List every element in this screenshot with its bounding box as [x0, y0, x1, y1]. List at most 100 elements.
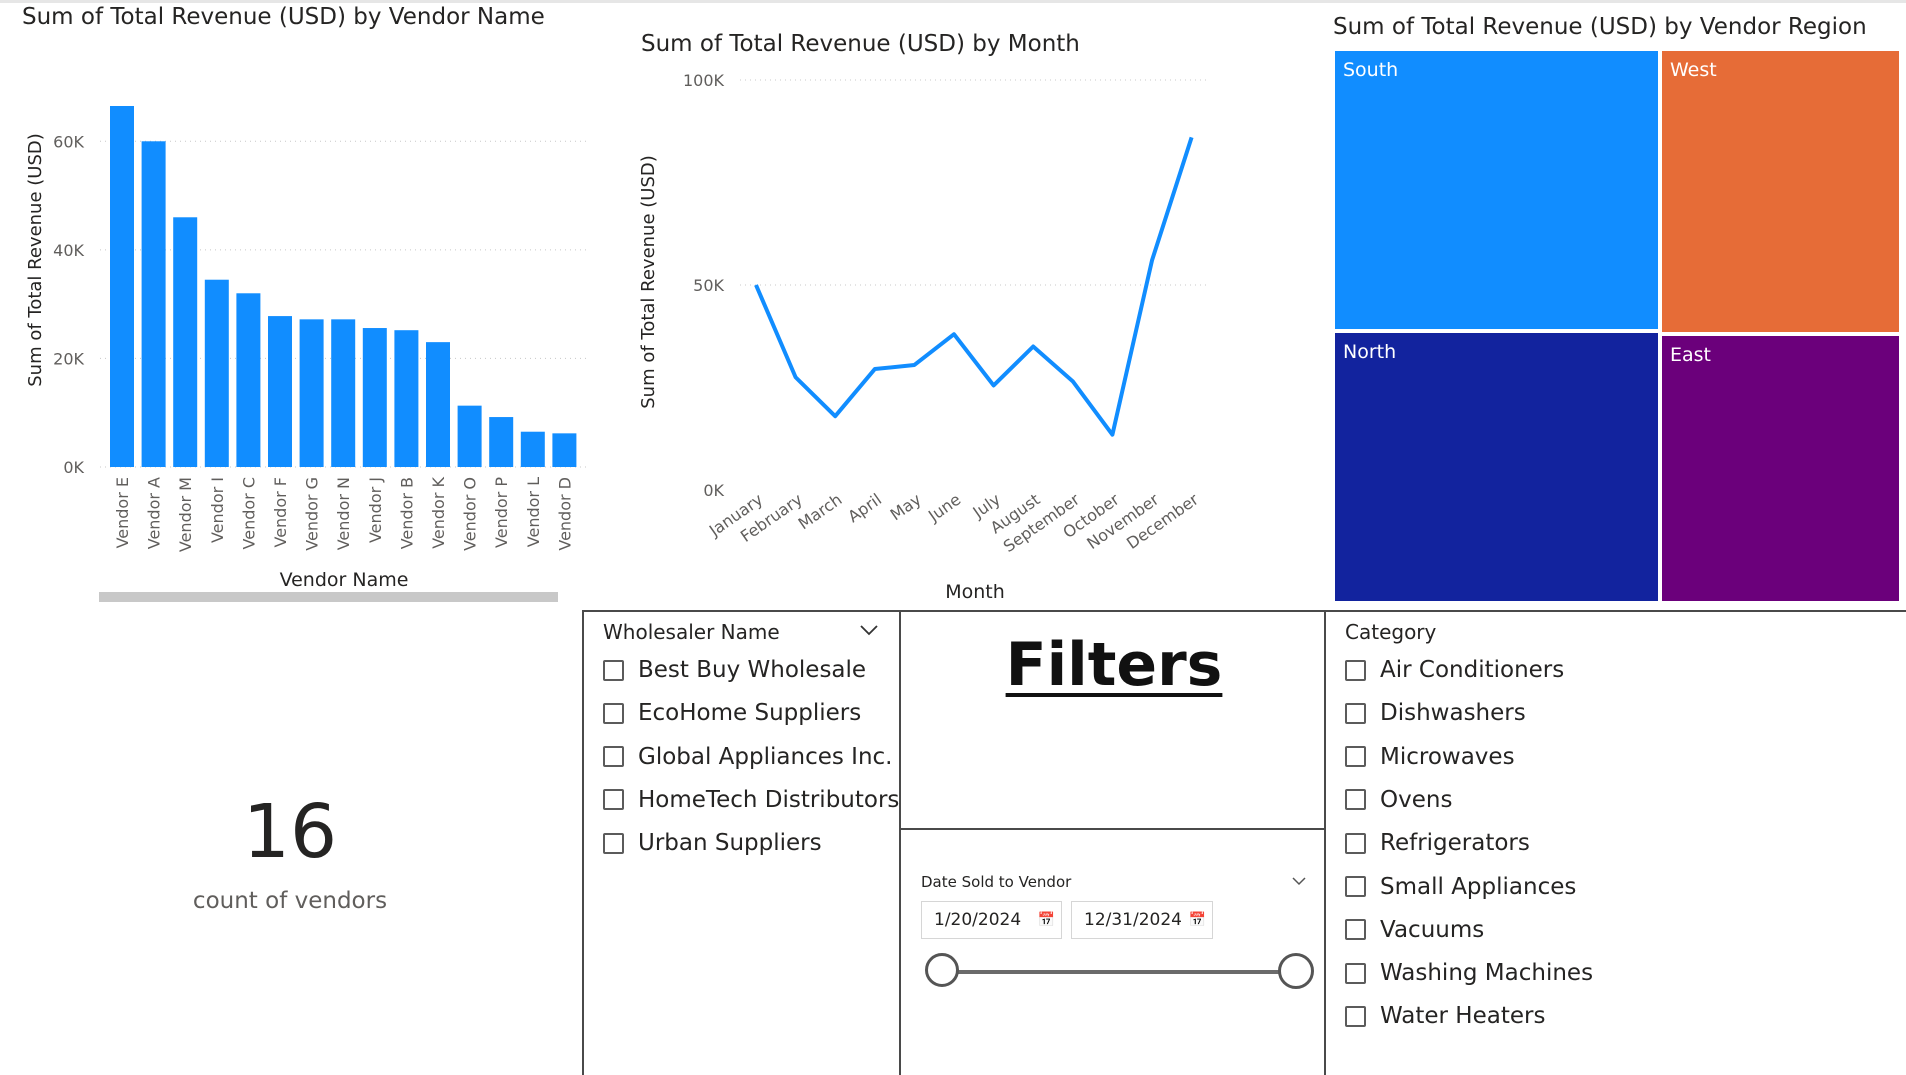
panel-border-filters-bottom [900, 828, 1325, 830]
treemap-cell-east[interactable]: East [1660, 334, 1901, 603]
vendor-bar[interactable] [552, 433, 577, 467]
vendor-bar[interactable] [236, 293, 261, 467]
wholesaler-item[interactable]: Best Buy Wholesale [603, 654, 866, 686]
vendor-bar[interactable] [141, 141, 166, 467]
date-range-end-handle[interactable] [1278, 953, 1314, 989]
vendor-x-tick-label: Vendor L [524, 477, 543, 547]
vendor-y-tick-label: 0K [63, 458, 84, 477]
checkbox[interactable] [1345, 659, 1366, 681]
vendor-bar[interactable] [489, 417, 514, 467]
checkbox[interactable] [1345, 919, 1366, 941]
checkbox[interactable] [1345, 962, 1366, 984]
month-x-tick-label: June [924, 490, 964, 526]
wholesaler-item-label: Urban Suppliers [638, 830, 822, 857]
vendor-x-tick-label: Vendor M [176, 477, 195, 552]
category-item[interactable]: Ovens [1345, 784, 1452, 816]
category-item[interactable]: Vacuums [1345, 914, 1484, 946]
month-y-tick-label: 100K [683, 71, 725, 90]
wholesaler-item[interactable]: EcoHome Suppliers [603, 697, 861, 729]
checkbox[interactable] [1345, 702, 1366, 724]
chevron-down-icon[interactable] [860, 624, 878, 636]
wholesaler-item[interactable]: Urban Suppliers [603, 827, 822, 859]
vendor-x-tick-label: Vendor E [113, 477, 132, 548]
vendor-chart-scrollbar[interactable] [99, 592, 558, 602]
date-range-start-handle[interactable] [925, 953, 959, 987]
chevron-down-icon[interactable] [1292, 876, 1306, 886]
category-item[interactable]: Washing Machines [1345, 957, 1593, 989]
panel-border-left [582, 610, 584, 1075]
month-chart-gridlines [740, 79, 1210, 286]
wholesaler-item-label: Global Appliances Inc. [638, 743, 893, 770]
category-item[interactable]: Water Heaters [1345, 1000, 1545, 1032]
date-start-input[interactable]: 1/20/2024 📅 [921, 901, 1062, 939]
vendor-chart-bars [110, 106, 577, 467]
date-slicer-header: Date Sold to Vendor [921, 873, 1072, 891]
month-x-tick-label: March [795, 490, 846, 534]
category-item[interactable]: Refrigerators [1345, 827, 1530, 859]
top-border [0, 0, 1906, 3]
treemap-cell-north[interactable]: North [1333, 331, 1660, 603]
vendor-bar[interactable] [204, 279, 229, 467]
category-item[interactable]: Microwaves [1345, 741, 1515, 773]
wholesaler-item[interactable]: Global Appliances Inc. [603, 741, 892, 773]
treemap-label-east: East [1670, 344, 1711, 366]
treemap-cell-west[interactable]: West [1660, 49, 1901, 334]
vendor-x-tick-label: Vendor N [334, 477, 353, 550]
treemap-cell-south[interactable]: South [1333, 49, 1660, 331]
date-end-input[interactable]: 12/31/2024 📅 [1071, 901, 1213, 939]
date-start-value: 1/20/2024 [934, 910, 1022, 930]
month-y-tick-label: 50K [693, 276, 724, 295]
vendor-bar[interactable] [520, 431, 545, 467]
checkbox[interactable] [603, 659, 624, 681]
month-y-tick-label: 0K [703, 481, 724, 500]
panel-border-divider-2 [1324, 610, 1326, 1075]
wholesaler-item-label: EcoHome Suppliers [638, 700, 862, 727]
date-end-value: 12/31/2024 [1084, 910, 1182, 930]
checkbox[interactable] [603, 832, 624, 854]
vendor-x-tick-label: Vendor J [366, 477, 385, 543]
vendor-x-tick-label: Vendor C [239, 477, 258, 549]
vendor-x-tick-label: Vendor P [492, 477, 511, 548]
checkbox[interactable] [1345, 1005, 1366, 1027]
checkbox[interactable] [1345, 876, 1366, 897]
month-chart-x-axis-label: Month [945, 581, 1005, 603]
vendor-bar[interactable] [299, 319, 324, 467]
vendor-bar[interactable] [110, 106, 134, 467]
vendor-bar[interactable] [426, 342, 450, 467]
category-item[interactable]: Small Appliances [1345, 871, 1576, 903]
vendor-chart-x-axis-label: Vendor Name [280, 569, 409, 591]
checkbox[interactable] [603, 746, 624, 768]
vendor-y-tick-label: 60K [53, 132, 84, 151]
vendor-y-tick-label: 40K [53, 241, 84, 260]
vendor-x-tick-label: Vendor I [208, 477, 227, 543]
vendor-bar[interactable] [173, 217, 198, 467]
vendor-bar[interactable] [457, 405, 482, 467]
checkbox[interactable] [603, 702, 624, 724]
category-item-label: Vacuums [1380, 916, 1485, 943]
checkbox[interactable] [1345, 832, 1366, 854]
wholesaler-item[interactable]: HomeTech Distributors [603, 784, 899, 816]
vendor-chart-y-ticks: 0K 20K 40K 60K [53, 132, 84, 477]
region-treemap[interactable]: South West North East [1333, 49, 1901, 603]
vendor-bar[interactable] [394, 330, 419, 467]
calendar-icon[interactable]: 📅 [1037, 912, 1055, 928]
category-item[interactable]: Dishwashers [1345, 697, 1526, 729]
wholesaler-slicer-header: Wholesaler Name [603, 620, 780, 644]
category-slicer-header: Category [1345, 620, 1437, 644]
vendor-bar[interactable] [331, 319, 356, 467]
calendar-icon[interactable]: 📅 [1188, 912, 1206, 928]
treemap-label-west: West [1670, 59, 1717, 81]
checkbox[interactable] [1345, 746, 1366, 768]
checkbox[interactable] [1345, 789, 1366, 811]
vendor-bar[interactable] [268, 316, 292, 467]
category-item[interactable]: Air Conditioners [1345, 654, 1564, 686]
month-chart-series-line[interactable] [754, 136, 1194, 437]
date-range-track[interactable] [944, 970, 1294, 974]
treemap-label-south: South [1343, 59, 1399, 81]
vendor-bar[interactable] [362, 328, 387, 467]
checkbox[interactable] [603, 789, 624, 811]
treemap-label-north: North [1343, 341, 1397, 363]
